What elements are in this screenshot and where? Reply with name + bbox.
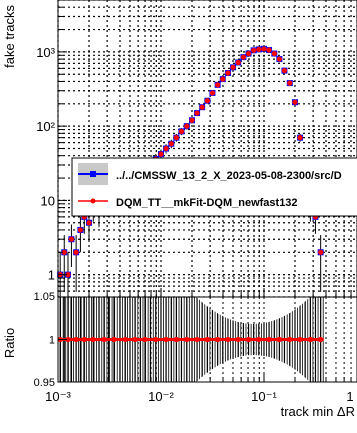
main-panel: 1 10 10² 10³ fake tracks xyxy=(2,0,357,298)
ratio-point xyxy=(215,336,221,343)
data-point-series-2 xyxy=(204,98,210,104)
data-point-series-2 xyxy=(68,236,75,242)
data-point-series-2 xyxy=(287,80,293,86)
ratio-point xyxy=(122,336,128,343)
data-point-series-2 xyxy=(292,99,298,105)
main-grid xyxy=(57,0,357,298)
data-point-series-2 xyxy=(73,249,79,255)
ratio-y-tick-label: 1 xyxy=(49,335,55,347)
ratio-point xyxy=(184,336,190,343)
ratio-point xyxy=(266,336,272,343)
data-point-series-2 xyxy=(318,249,324,255)
data-point-series-2 xyxy=(245,50,252,57)
x-tick-label: 10⁻¹ xyxy=(251,389,277,404)
ratio-point xyxy=(173,336,179,343)
ratio-ticks xyxy=(57,296,357,383)
ratio-markers xyxy=(57,336,324,343)
data-point-series-2 xyxy=(220,76,226,82)
ratio-point xyxy=(132,336,138,343)
data-point-series-2 xyxy=(215,82,221,88)
ratio-grid xyxy=(57,297,357,382)
data-point-series-2 xyxy=(297,135,303,141)
legend-entry-1-marker xyxy=(90,171,96,177)
ratio-point xyxy=(65,336,71,343)
ratio-y-tick-labels: 0.95 1 1.05 xyxy=(34,291,55,389)
x-tick-label: 10⁻³ xyxy=(45,389,71,404)
x-axis-label: track min ΔR xyxy=(281,404,355,419)
y-tick-label: 10² xyxy=(36,119,55,134)
x-tick-label: 1 xyxy=(346,389,353,404)
ratio-point xyxy=(204,336,210,343)
data-point-series-2 xyxy=(230,64,236,70)
y-tick-label: 10 xyxy=(41,193,55,208)
data-point-series-2 xyxy=(61,249,67,255)
data-point-series-2 xyxy=(271,50,277,57)
legend-box xyxy=(71,157,357,217)
ratio-point xyxy=(111,336,117,343)
ratio-point xyxy=(163,336,169,343)
main-ticks xyxy=(57,0,357,298)
ratio-point xyxy=(287,336,293,343)
data-point-series-2 xyxy=(168,141,174,147)
data-point-series-2 xyxy=(209,90,216,96)
data-point-series-2 xyxy=(184,123,190,129)
y-tick-label: 10³ xyxy=(36,45,55,60)
ratio-point xyxy=(235,336,241,343)
ratio-clear-region-bottom xyxy=(196,355,311,382)
ratio-point xyxy=(73,336,79,343)
ratio-point xyxy=(194,336,200,343)
data-point-series-2 xyxy=(276,56,282,62)
legend-entry-2-label: DQM_TT__mkFit-DQM_newfast132 xyxy=(116,197,298,209)
legend-entry-1-label: ../../CMSSW_13_2_X_2023-05-08-2300/src/D xyxy=(116,170,342,182)
data-point-series-2 xyxy=(199,104,205,110)
main-markers xyxy=(57,45,324,278)
data-point-series-2 xyxy=(235,59,241,66)
ratio-point xyxy=(276,336,282,343)
ratio-point xyxy=(318,336,324,343)
ratio-y-axis-label: Ratio xyxy=(2,328,17,358)
ratio-point xyxy=(81,336,87,343)
data-point-series-2 xyxy=(251,47,257,53)
ratio-point xyxy=(256,336,262,343)
data-point-series-2 xyxy=(163,145,169,152)
y-tick-label: 1 xyxy=(48,268,55,283)
legend: ../../CMSSW_13_2_X_2023-05-08-2300/src/D… xyxy=(71,157,357,217)
data-point-series-2 xyxy=(189,117,195,123)
data-point-series-2 xyxy=(77,227,83,233)
data-point-series-2 xyxy=(65,272,71,278)
data-point-series-2 xyxy=(173,135,179,141)
legend-entry-2-marker xyxy=(90,198,96,204)
ratio-y-tick-label: 1.05 xyxy=(34,291,55,303)
ratio-point xyxy=(307,336,313,343)
ratio-point xyxy=(142,336,148,343)
ratio-point xyxy=(101,336,107,343)
ratio-y-tick-label: 0.95 xyxy=(34,377,55,389)
data-point-series-2 xyxy=(256,46,262,53)
main-frame xyxy=(57,0,357,298)
ratio-point xyxy=(153,336,159,343)
data-point-series-2 xyxy=(158,151,164,157)
x-tick-labels: 10⁻³ 10⁻² 10⁻¹ 1 xyxy=(45,389,353,404)
data-point-series-2 xyxy=(194,110,200,116)
ratio-clear-region-top xyxy=(196,297,311,324)
main-y-tick-labels: 1 10 10² 10³ xyxy=(36,45,55,283)
ratio-panel: 0.95 1 1.05 10⁻³ 10⁻² 10⁻¹ 1 Ratio track min … xyxy=(2,291,357,419)
ratio-point xyxy=(245,336,252,343)
main-y-axis-label: fake tracks xyxy=(2,5,17,68)
ratio-point xyxy=(90,336,96,343)
data-point-series-2 xyxy=(225,70,231,76)
ratio-point xyxy=(225,336,231,343)
data-point-series-2 xyxy=(281,67,288,74)
x-tick-label: 10⁻² xyxy=(148,389,174,404)
ratio-point xyxy=(297,336,303,343)
data-point-series-2 xyxy=(261,46,267,52)
data-point-series-2 xyxy=(86,220,92,226)
data-point-series-2 xyxy=(266,47,272,53)
data-point-series-2 xyxy=(240,54,246,60)
data-point-series-2 xyxy=(178,128,185,134)
